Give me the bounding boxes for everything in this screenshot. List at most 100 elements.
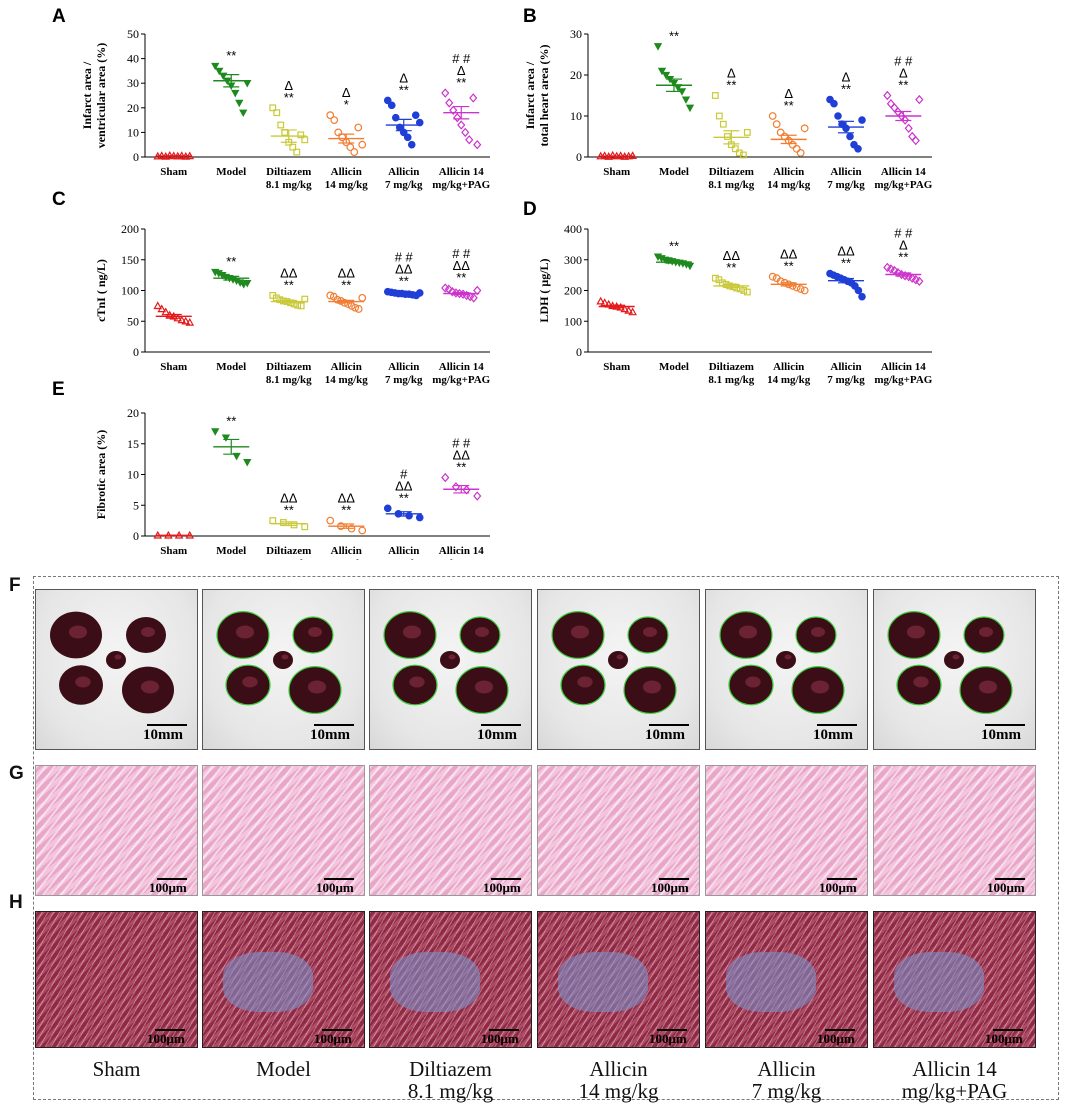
- group-label-line: 8.1 mg/kg: [407, 1079, 494, 1103]
- significance-mark: **: [284, 277, 294, 292]
- data-point: [235, 99, 244, 108]
- significance-mark: **: [669, 239, 679, 254]
- y-tick-label: 100: [121, 284, 139, 298]
- group-label: Allicin 14 mg/kg: [532, 1058, 705, 1102]
- data-point: [346, 143, 355, 152]
- category-label: mg/kg+PAG: [432, 179, 490, 191]
- group-label-line: Diltiazem: [409, 1057, 492, 1081]
- scale-bar-label: 100μm: [314, 1031, 352, 1046]
- data-point: [854, 286, 863, 295]
- heart-slice-highlight: [242, 676, 258, 688]
- y-tick-label: 20: [127, 406, 139, 420]
- category-label: Diltiazem: [266, 545, 311, 557]
- significance-mark: #: [400, 466, 408, 481]
- heart-slice: [106, 651, 126, 669]
- y-axis-label: Infarct area /: [523, 61, 537, 129]
- y-tick-label: 0: [576, 345, 582, 359]
- panel-letter-g: G: [9, 763, 24, 784]
- data-point: [473, 139, 482, 150]
- chart-panel-a: A 0 10 20 30 40 50 Infarct area / ventricular ar…: [52, 6, 491, 191]
- category-label: 7 mg/kg: [385, 374, 423, 386]
- significance-mark: Δ: [727, 66, 736, 81]
- significance-mark: ΔΔ: [338, 265, 356, 280]
- group-label: Sham: [30, 1058, 203, 1080]
- scale-bar: [491, 878, 521, 880]
- data-point: [792, 144, 801, 153]
- scale-bar: [147, 724, 187, 726]
- significance-mark: ΔΔ: [395, 478, 413, 493]
- significance-mark: **: [399, 82, 409, 97]
- significance-mark: Δ: [399, 70, 408, 85]
- heart-slice-highlight: [643, 627, 657, 637]
- data-point: [383, 96, 392, 105]
- heart-slice-highlight: [308, 627, 322, 637]
- significance-mark: Δ: [899, 66, 908, 81]
- data-point: [157, 304, 167, 313]
- data-point: [383, 504, 392, 513]
- significance-mark: **: [841, 256, 851, 271]
- category-label: 8.1 mg/kg: [708, 179, 754, 191]
- category-label: Sham: [160, 166, 187, 178]
- significance-mark: **: [226, 48, 236, 63]
- y-tick-label: 0: [133, 345, 139, 359]
- data-point: [177, 315, 187, 324]
- significance-mark: ΔΔ: [395, 262, 413, 277]
- y-tick-label: 50: [127, 314, 139, 328]
- data-point: [739, 151, 747, 159]
- heart-slice-highlight: [235, 625, 255, 639]
- data-point: [743, 288, 751, 296]
- data-point: [731, 145, 739, 153]
- data-point: [628, 151, 637, 160]
- data-point: [269, 104, 277, 112]
- heart-slice-highlight: [811, 627, 825, 637]
- data-point: [185, 317, 195, 326]
- scale-bar-label: 10mm: [477, 727, 517, 743]
- data-point: [719, 120, 727, 128]
- he-stain-micrograph: 100μm: [537, 765, 700, 896]
- y-tick-label: 200: [121, 222, 139, 236]
- data-point: [904, 123, 913, 134]
- heart-slice-highlight: [114, 654, 122, 660]
- data-point: [457, 120, 466, 130]
- data-point: [800, 286, 809, 295]
- data-point: [735, 149, 743, 157]
- category-label: Model: [659, 361, 689, 373]
- data-point: [596, 296, 605, 305]
- data-point: [211, 62, 220, 71]
- data-point: [915, 94, 924, 105]
- category-label: Allicin: [331, 545, 362, 557]
- significance-mark: *: [344, 97, 349, 112]
- data-point: [600, 151, 609, 160]
- fibrosis-region: [726, 952, 816, 1012]
- data-point: [908, 131, 917, 142]
- category-label: Diltiazem: [709, 361, 754, 373]
- data-point: [358, 526, 367, 535]
- category-label: Model: [216, 545, 246, 557]
- scale-bar-label: 100μm: [817, 1031, 855, 1046]
- data-point: [858, 116, 866, 124]
- category-label: Model: [659, 166, 689, 178]
- he-stain-micrograph: 100μm: [705, 765, 868, 896]
- scale-bar-label: 100μm: [819, 880, 857, 895]
- data-point: [834, 112, 842, 120]
- category-label: Allicin 14: [439, 361, 484, 373]
- y-tick-label: 100: [564, 314, 582, 328]
- data-point: [473, 491, 482, 501]
- heart-slices: [887, 611, 1013, 714]
- category-label: mg/kg+PAG: [432, 374, 490, 386]
- heart-slice-photo: 10mm: [369, 589, 532, 750]
- panel-letter: C: [52, 189, 66, 210]
- data-point: [723, 133, 731, 140]
- significance-mark: ΔΔ: [837, 244, 855, 259]
- heart-slice-highlight: [952, 654, 960, 660]
- category-label: Sham: [603, 166, 630, 178]
- significance-mark: **: [726, 260, 736, 275]
- significance-mark: **: [399, 274, 409, 289]
- significance-mark: ΔΔ: [338, 491, 356, 506]
- data-point: [883, 90, 892, 101]
- data-point: [231, 89, 240, 98]
- group-label-line: 7 mg/kg: [751, 1079, 822, 1103]
- category-label: 7 mg/kg: [385, 558, 423, 560]
- data-point: [911, 135, 920, 146]
- category-label: Sham: [160, 545, 187, 557]
